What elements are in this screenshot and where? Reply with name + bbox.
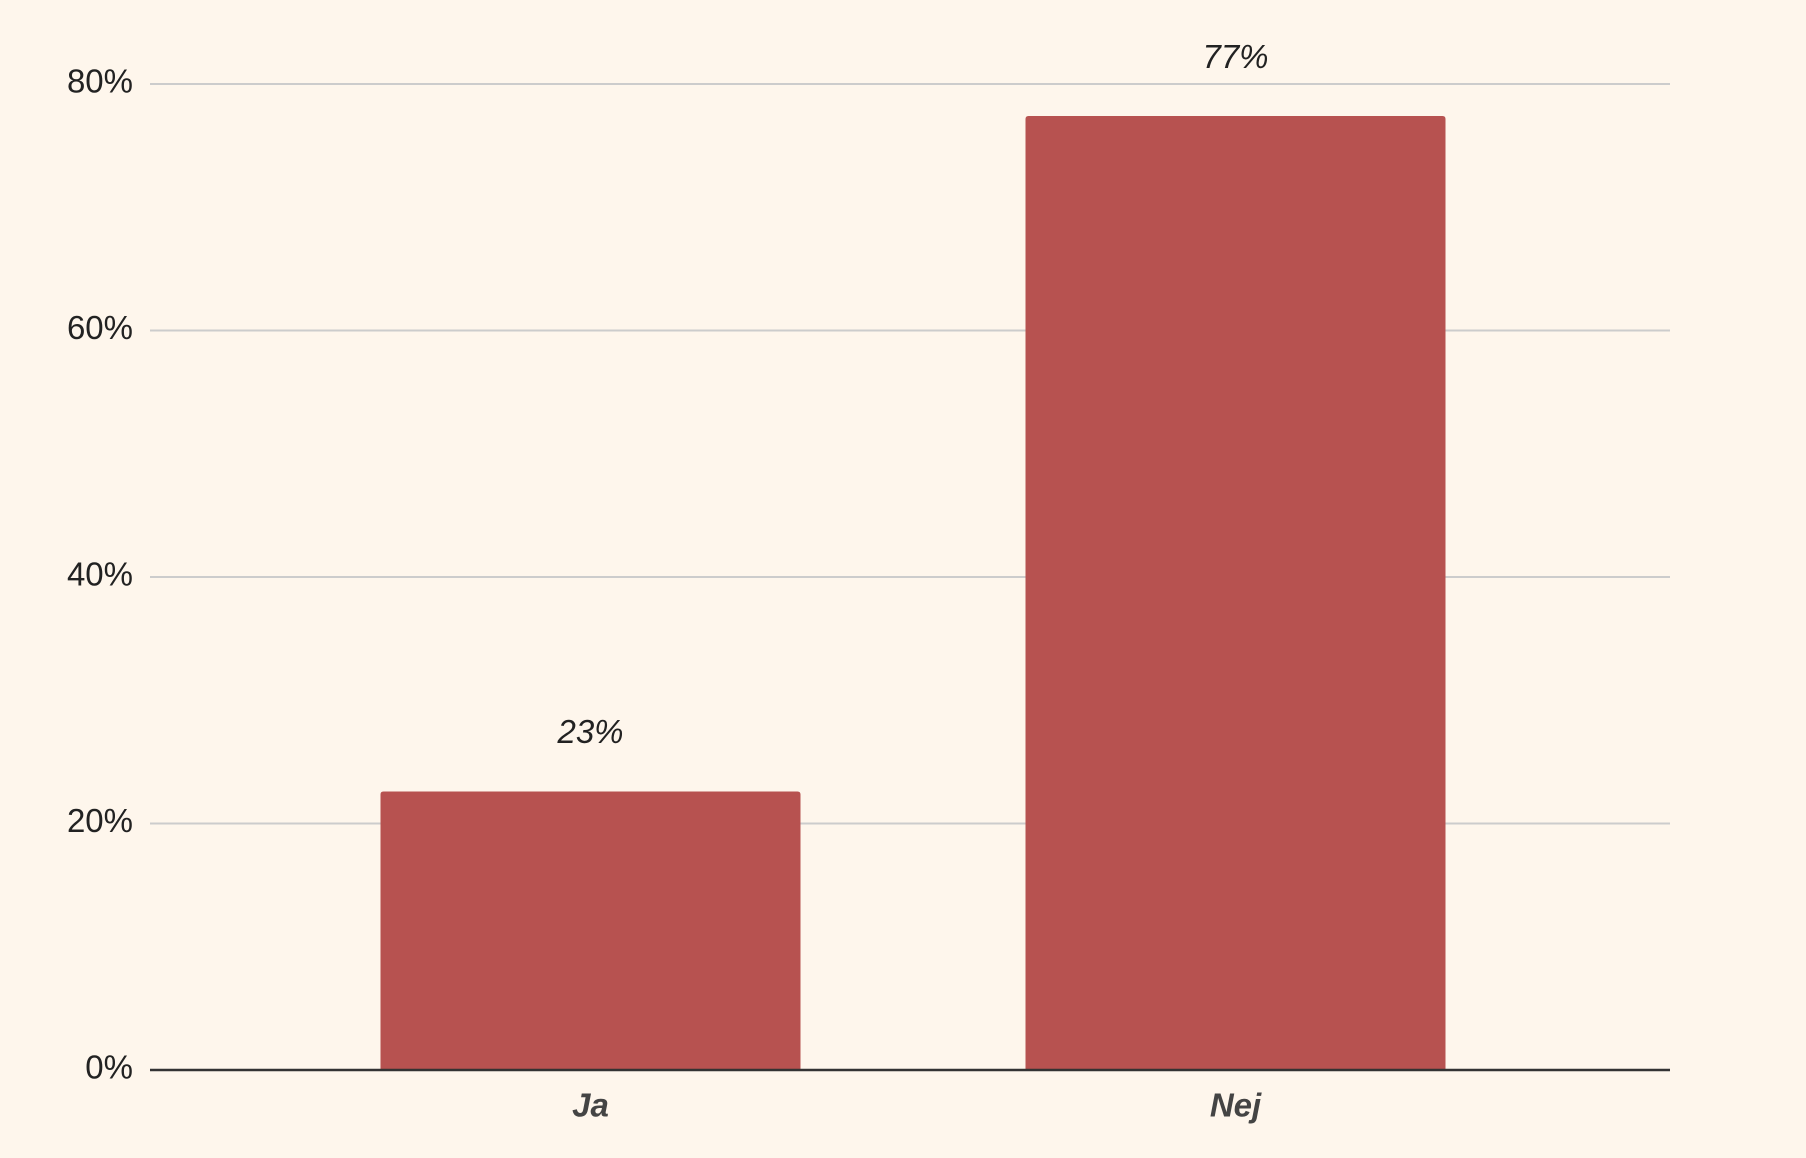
y-tick-label: 80% <box>67 63 133 100</box>
x-tick-label: Nej <box>1210 1087 1262 1124</box>
bar <box>380 791 801 1070</box>
y-tick-label: 20% <box>67 802 133 839</box>
bar <box>1025 116 1446 1071</box>
y-tick-label: 60% <box>67 309 133 346</box>
value-label: 23% <box>556 713 623 750</box>
y-tick-label: 40% <box>67 556 133 593</box>
x-tick-label: Ja <box>572 1087 609 1124</box>
y-tick-label: 0% <box>85 1049 133 1086</box>
value-label: 77% <box>1202 38 1268 75</box>
